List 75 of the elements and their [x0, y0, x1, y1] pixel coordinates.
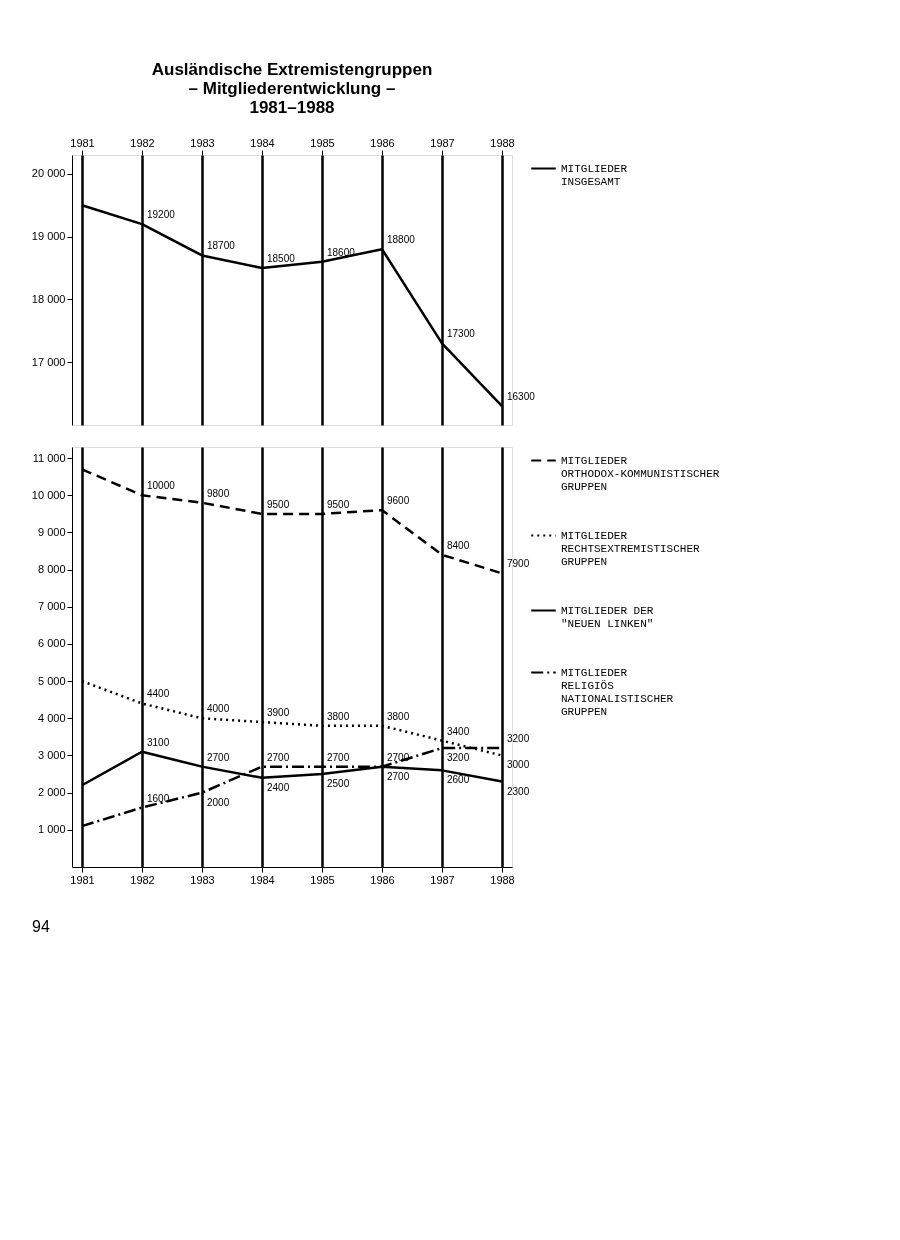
data-label: 9800 [207, 487, 230, 499]
y-tick-label: 17 000 [31, 355, 66, 368]
x-tick-label: 1987 [430, 136, 455, 149]
data-label: 2700 [327, 751, 350, 763]
x-tick-label: 1988 [490, 136, 515, 149]
y-tick-label: 6 000 [37, 637, 66, 650]
data-label: 3900 [267, 707, 290, 719]
data-label: 3200 [507, 733, 530, 745]
data-label: 1600 [147, 792, 170, 804]
data-label: 2700 [387, 770, 410, 782]
data-label: 2400 [267, 781, 290, 793]
x-tick-label: 1982 [130, 136, 155, 149]
y-tick-label: 9 000 [37, 525, 66, 538]
data-label: 2000 [207, 796, 230, 808]
data-label: 8400 [447, 539, 470, 551]
data-label: 9500 [267, 498, 290, 510]
x-tick-label: 1983 [190, 873, 215, 886]
data-label: 17300 [447, 328, 476, 340]
y-tick-label: 4 000 [37, 711, 66, 724]
y-tick-label: 20 000 [31, 167, 66, 180]
data-label: 2300 [507, 785, 530, 797]
data-label: 10000 [147, 480, 176, 492]
data-label: 18700 [207, 240, 236, 252]
data-label: 9600 [387, 495, 410, 507]
x-tick-label: 1983 [190, 136, 215, 149]
legend-label: MITGLIEDER DER "NEUEN LINKEN" [561, 604, 654, 630]
data-label: 3100 [147, 736, 170, 748]
legend-label: MITGLIEDER RECHTSEXTREMISTISCHER GRUPPEN [561, 529, 701, 568]
text: 1981–1988 [249, 98, 335, 117]
y-tick-label: 18 000 [31, 292, 66, 305]
x-tick-label: 1985 [310, 873, 335, 886]
y-tick-label: 8 000 [37, 563, 66, 576]
x-tick-label: 1984 [250, 136, 275, 149]
legend-label: MITGLIEDER INSGESAMT [561, 162, 628, 188]
data-label: 3800 [387, 710, 410, 722]
data-label: 7900 [507, 558, 530, 570]
x-tick-label: 1981 [70, 136, 95, 149]
data-label: 4000 [207, 703, 230, 715]
data-label: 9500 [327, 498, 350, 510]
y-tick-label: 3 000 [37, 749, 66, 761]
data-label: 18500 [267, 253, 296, 265]
legend-label: MITGLIEDER ORTHODOX-KOMMUNISTISCHER GRUPPEN [561, 454, 720, 493]
x-tick-label: 1988 [490, 873, 515, 886]
x-tick-label: 1982 [130, 873, 155, 886]
data-label: 16300 [507, 391, 536, 403]
x-tick-label: 1984 [250, 873, 275, 886]
y-tick-label: 2 000 [37, 786, 66, 799]
data-label: 2700 [207, 751, 230, 763]
x-tick-label: 1987 [430, 873, 455, 886]
y-tick-label: 1 000 [37, 823, 66, 836]
data-label: 2700 [387, 751, 410, 763]
data-label: 19200 [147, 209, 176, 221]
y-tick-label: 10 000 [31, 488, 66, 501]
data-label: 3200 [447, 752, 470, 764]
x-tick-label: 1985 [310, 136, 335, 149]
y-tick-label: 19 000 [31, 230, 66, 243]
data-label: 18800 [387, 234, 416, 246]
y-tick-label: 11 000 [32, 451, 66, 464]
data-label: 2700 [267, 751, 290, 763]
y-tick-label: 5 000 [37, 674, 66, 687]
data-label: 3800 [327, 710, 350, 722]
x-tick-label: 1981 [70, 873, 95, 886]
data-label: 3400 [447, 725, 470, 737]
data-label: 4400 [147, 688, 170, 700]
x-tick-label: 1986 [370, 873, 395, 886]
data-label: 2600 [447, 774, 470, 786]
text: – Mitgliederentwicklung – [188, 79, 396, 98]
data-label: 18600 [327, 246, 356, 258]
legend-label: MITGLIEDER RELIGIÖS NATIONALISTISCHER GRUPPEN [561, 666, 674, 718]
y-tick-label: 7 000 [37, 600, 66, 613]
text: 94 [32, 918, 50, 935]
x-tick-label: 1986 [370, 136, 395, 149]
text: Ausländische Extremistengruppen [151, 60, 433, 79]
data-label: 2500 [327, 778, 350, 790]
data-label: 3000 [507, 759, 530, 771]
